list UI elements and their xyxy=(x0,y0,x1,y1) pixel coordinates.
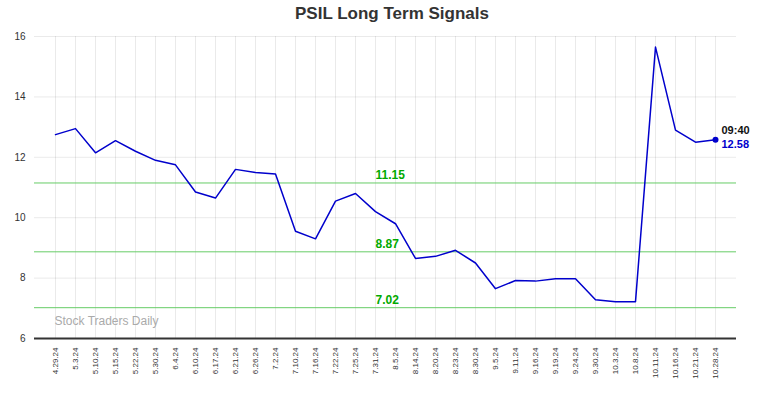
html-text:PSIL Long Term Signals: PSIL Long Term Signals xyxy=(295,4,489,23)
svg-text:16: 16 xyxy=(14,31,26,42)
svg-text:10.3.24: 10.3.24 xyxy=(611,347,620,374)
svg-text:8.5.24: 8.5.24 xyxy=(391,347,400,370)
svg-text:12: 12 xyxy=(14,152,26,163)
svg-text:7.16.24: 7.16.24 xyxy=(311,347,320,374)
svg-text:7.02: 7.02 xyxy=(376,293,400,307)
svg-text:6.10.24: 6.10.24 xyxy=(191,347,200,374)
svg-text:7.2.24: 7.2.24 xyxy=(271,347,280,370)
svg-text:8: 8 xyxy=(20,272,26,283)
svg-text:9.30.24: 9.30.24 xyxy=(591,347,600,374)
svg-text:7.10.24: 7.10.24 xyxy=(291,347,300,374)
svg-text:5.3.24: 5.3.24 xyxy=(71,347,80,370)
svg-text:11.15: 11.15 xyxy=(376,168,406,182)
svg-text:9.24.24: 9.24.24 xyxy=(571,347,580,374)
svg-text:6.17.24: 6.17.24 xyxy=(211,347,220,374)
svg-text:9.19.24: 9.19.24 xyxy=(551,347,560,374)
svg-text:9.16.24: 9.16.24 xyxy=(531,347,540,374)
svg-text:5.30.24: 5.30.24 xyxy=(151,347,160,374)
svg-text:8.20.24: 8.20.24 xyxy=(431,347,440,374)
svg-text:9.11.24: 9.11.24 xyxy=(511,347,520,374)
svg-text:6.26.24: 6.26.24 xyxy=(251,347,260,374)
svg-text:6.4.24: 6.4.24 xyxy=(171,347,180,370)
svg-text:8.23.24: 8.23.24 xyxy=(451,347,460,374)
svg-text:6: 6 xyxy=(20,333,26,344)
svg-text:6.21.24: 6.21.24 xyxy=(231,347,240,374)
svg-text:9.5.24: 9.5.24 xyxy=(491,347,500,370)
svg-text:5.10.24: 5.10.24 xyxy=(91,347,100,374)
svg-text:10: 10 xyxy=(14,212,26,223)
svg-text:7.22.24: 7.22.24 xyxy=(331,347,340,374)
svg-text:8.14.24: 8.14.24 xyxy=(411,347,420,374)
svg-text:4.29.24: 4.29.24 xyxy=(51,347,60,374)
svg-text:8.30.24: 8.30.24 xyxy=(471,347,480,374)
svg-text:5.15.24: 5.15.24 xyxy=(111,347,120,374)
svg-text:14: 14 xyxy=(14,91,26,102)
svg-text:09:40: 09:40 xyxy=(722,124,750,136)
svg-text:10.8.24: 10.8.24 xyxy=(631,347,640,374)
svg-text:7.31.24: 7.31.24 xyxy=(371,347,380,374)
svg-text:10.21.24: 10.21.24 xyxy=(691,347,700,379)
svg-text:5.22.24: 5.22.24 xyxy=(131,347,140,374)
svg-text:8.87: 8.87 xyxy=(376,237,400,251)
svg-text:12.58: 12.58 xyxy=(722,138,750,150)
svg-text:Stock Traders Daily: Stock Traders Daily xyxy=(55,314,159,328)
svg-text:10.16.24: 10.16.24 xyxy=(671,347,680,379)
svg-text:10.11.24: 10.11.24 xyxy=(651,347,660,378)
svg-text:7.25.24: 7.25.24 xyxy=(351,347,360,374)
svg-text:10.28.24: 10.28.24 xyxy=(711,347,720,379)
